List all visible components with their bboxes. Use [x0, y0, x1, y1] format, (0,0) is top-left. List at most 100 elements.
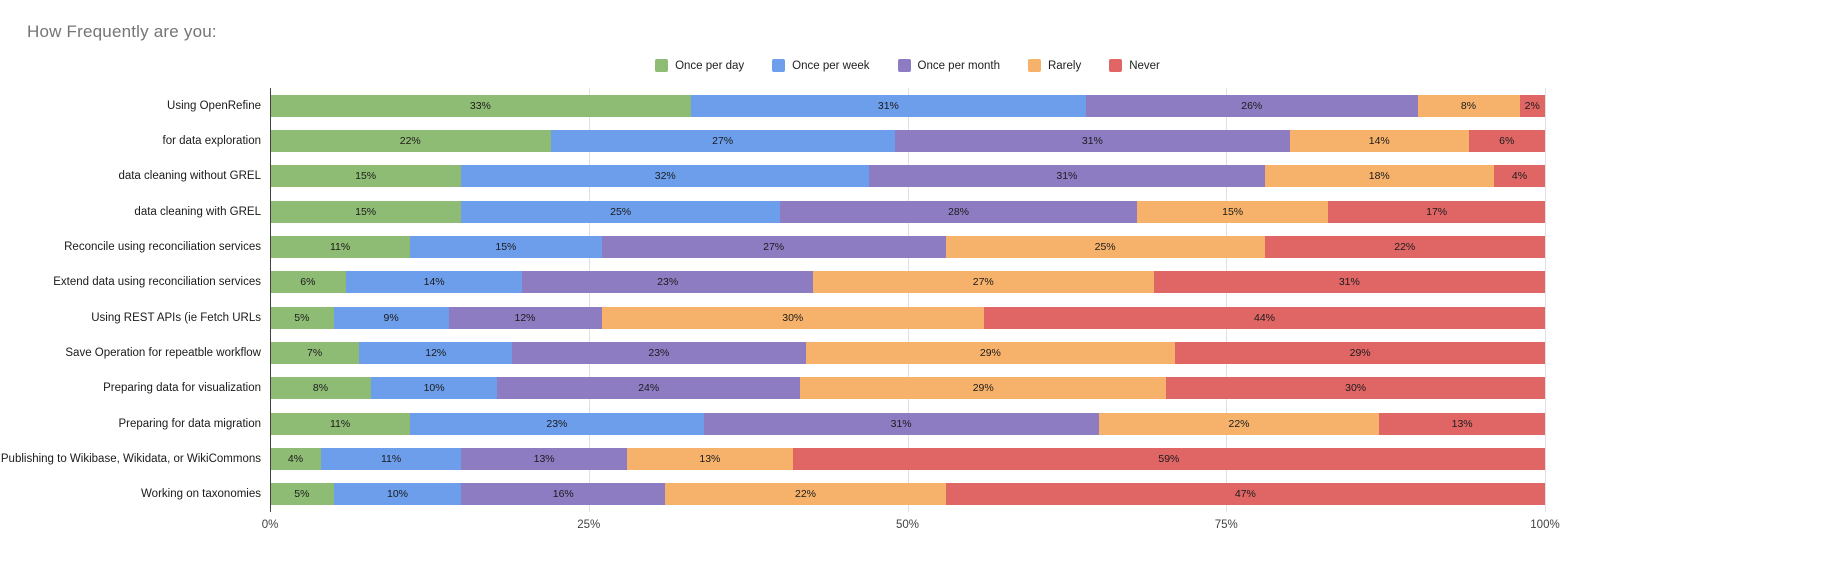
bar-segment-once-per-month[interactable]: 26% — [1086, 94, 1418, 117]
chart-row-preparing-data-for-visualization: Preparing data for visualization 8% 10% 24%… — [103, 377, 1545, 400]
segment-value-label: 23% — [657, 276, 679, 289]
segment-value-label: 31% — [890, 417, 912, 430]
bar-segment-never[interactable]: 13% — [1379, 412, 1545, 435]
bar-segment-rarely[interactable]: 18% — [1264, 165, 1494, 188]
segment-value-label: 13% — [699, 452, 721, 465]
bar-segment-once-per-month[interactable]: 31% — [703, 412, 1099, 435]
bar-segment-once-per-week[interactable]: 23% — [410, 412, 704, 435]
segment-value-label: 15% — [495, 240, 517, 253]
segment-value-label: 15% — [355, 170, 377, 183]
row-label: for data exploration — [162, 134, 261, 147]
bar-segment-never[interactable]: 22% — [1264, 235, 1545, 258]
bar-segment-once-per-month[interactable]: 23% — [522, 271, 813, 294]
bar-segment-never[interactable]: 17% — [1328, 200, 1545, 223]
segment-value-label: 27% — [763, 240, 785, 253]
bar-segment-rarely[interactable]: 29% — [800, 377, 1167, 400]
bar-segment-once-per-day[interactable]: 11% — [270, 412, 411, 435]
bar-segment-once-per-day[interactable]: 5% — [270, 306, 334, 329]
segment-value-label: 25% — [1094, 240, 1116, 253]
bar-segment-once-per-month[interactable]: 12% — [448, 306, 602, 329]
bar-segment-once-per-month[interactable]: 27% — [601, 235, 946, 258]
bar-segment-once-per-day[interactable]: 33% — [270, 94, 691, 117]
bar-segment-never[interactable]: 4% — [1494, 165, 1545, 188]
bar-segment-once-per-day[interactable]: 6% — [270, 271, 346, 294]
bar-segment-never[interactable]: 6% — [1468, 129, 1545, 152]
bar-segment-once-per-week[interactable]: 31% — [690, 94, 1086, 117]
bar-segment-once-per-day[interactable]: 22% — [270, 129, 551, 152]
bar-segment-rarely[interactable]: 13% — [627, 447, 793, 470]
bar-segment-once-per-week[interactable]: 11% — [321, 447, 462, 470]
segment-value-label: 11% — [330, 240, 351, 253]
bar-segment-never[interactable]: 59% — [792, 447, 1545, 470]
segment-value-label: 8% — [312, 382, 329, 395]
segment-value-label: 9% — [383, 311, 399, 324]
segment-value-label: 5% — [294, 311, 310, 324]
row-label: Reconcile using reconciliation services — [64, 240, 261, 253]
bar-segment-once-per-week[interactable]: 12% — [359, 341, 513, 364]
chart-row-using-openrefine: Using OpenRefine 33% 31% 26% 8% 2% — [167, 94, 1545, 117]
bar-segment-rarely[interactable]: 22% — [665, 483, 946, 506]
bar-segment-once-per-week[interactable]: 14% — [345, 271, 523, 294]
bar-segment-once-per-week[interactable]: 25% — [461, 200, 780, 223]
bar-segment-rarely[interactable]: 8% — [1417, 94, 1520, 117]
bar-segment-once-per-month[interactable]: 13% — [461, 447, 627, 470]
legend-item-never: Never — [1109, 59, 1160, 72]
x-tick-label: 100% — [1530, 519, 1560, 531]
bar-segment-once-per-month[interactable]: 23% — [512, 341, 806, 364]
segment-value-label: 24% — [638, 382, 660, 395]
bar-segment-never[interactable]: 2% — [1519, 94, 1545, 117]
bar-segment-once-per-day[interactable]: 4% — [270, 447, 321, 470]
bar-segment-once-per-month[interactable]: 24% — [497, 377, 801, 400]
bar-segment-once-per-week[interactable]: 10% — [370, 377, 498, 400]
bar-segment-rarely[interactable]: 27% — [812, 271, 1154, 294]
x-tick-label: 0% — [261, 519, 279, 531]
segment-value-label: 16% — [552, 488, 574, 501]
bar-segment-rarely[interactable]: 14% — [1290, 129, 1469, 152]
gridline — [588, 88, 590, 512]
legend-item-once-per-day: Once per day — [655, 59, 744, 72]
bar-segment-once-per-month[interactable]: 16% — [461, 483, 666, 506]
bar-segment-never[interactable]: 30% — [1166, 377, 1545, 400]
bar-segment-never[interactable]: 44% — [984, 306, 1545, 329]
chart-row-publishing-to-wikibase-wikidata-or-wikicommons: Publishing to Wikibase, Wikidata, or Wik… — [1, 447, 1545, 470]
y-axis-line — [270, 88, 271, 512]
row-label: Preparing data for visualization — [103, 382, 261, 395]
bar-segment-once-per-week[interactable]: 15% — [410, 235, 602, 258]
bar-segment-rarely[interactable]: 22% — [1098, 412, 1380, 435]
bar-segment-rarely[interactable]: 30% — [601, 306, 984, 329]
segment-value-label: 31% — [877, 99, 899, 112]
bar-segment-rarely[interactable]: 15% — [1137, 200, 1329, 223]
bar-segment-once-per-month[interactable]: 31% — [869, 165, 1265, 188]
segment-value-label: 13% — [1451, 417, 1473, 430]
bar-segment-once-per-day[interactable]: 15% — [270, 165, 462, 188]
bar-segment-rarely[interactable]: 29% — [805, 341, 1176, 364]
bar-segment-once-per-month[interactable]: 28% — [780, 200, 1137, 223]
bar-segment-never[interactable]: 29% — [1175, 341, 1545, 364]
row-label: Using OpenRefine — [167, 99, 261, 112]
chart-row-for-data-exploration: for data exploration 22% 27% 31% 14% 6% — [163, 129, 1545, 152]
segment-value-label: 10% — [386, 488, 408, 501]
bar-segment-once-per-week[interactable]: 10% — [333, 483, 462, 506]
legend-swatch-icon — [897, 59, 911, 72]
bar-segment-never[interactable]: 47% — [945, 483, 1545, 506]
bar-segment-rarely[interactable]: 25% — [945, 235, 1265, 258]
bar-segment-never[interactable]: 31% — [1153, 271, 1546, 294]
legend-item-once-per-week: Once per week — [772, 59, 870, 72]
bar-segment-once-per-week[interactable]: 27% — [550, 129, 895, 152]
bar-segment-once-per-day[interactable]: 15% — [270, 200, 462, 223]
chart-row-reconcile-using-reconciliation-services: Reconcile using reconciliation services 1… — [64, 235, 1545, 258]
segment-value-label: 13% — [533, 452, 555, 465]
x-tick-label: 75% — [1214, 519, 1238, 531]
bar-segment-once-per-month[interactable]: 31% — [894, 129, 1290, 152]
bar-segment-once-per-day[interactable]: 5% — [270, 483, 334, 506]
bar-segment-once-per-day[interactable]: 7% — [270, 341, 360, 364]
legend-item-rarely: Rarely — [1027, 59, 1081, 72]
segment-value-label: 31% — [1338, 276, 1360, 289]
chart-row-using-rest-apis-ie-fetch-urls: Using REST APIs (ie Fetch URLs 5% 9% 12% 30%… — [91, 306, 1545, 329]
bar-segment-once-per-week[interactable]: 9% — [333, 306, 449, 329]
row-label: Preparing for data migration — [118, 417, 261, 430]
bar-segment-once-per-week[interactable]: 32% — [461, 165, 870, 188]
legend-label: Once per month — [917, 59, 1000, 72]
bar-segment-once-per-day[interactable]: 11% — [270, 235, 411, 258]
bar-segment-once-per-day[interactable]: 8% — [270, 377, 371, 400]
